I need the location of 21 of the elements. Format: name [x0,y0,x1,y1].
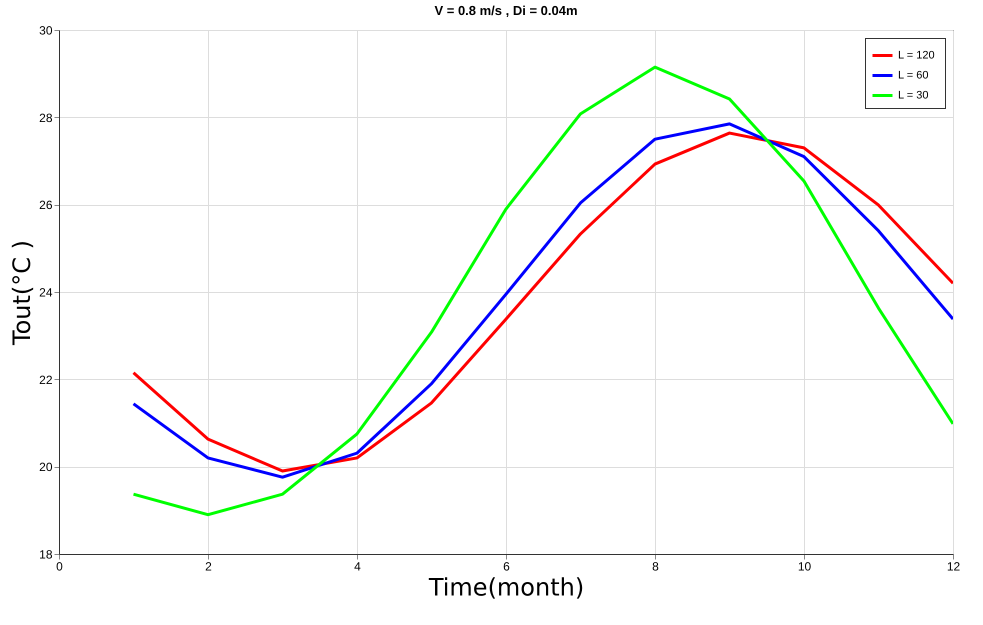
y-tick-label: 18 [39,548,53,562]
y-tick-label: 26 [39,198,53,212]
x-axis-title: Time(month) [428,574,584,602]
x-tick-label: 10 [798,560,812,574]
x-tick-label: 6 [503,560,510,574]
x-tick-label: 0 [56,560,64,574]
y-tick-label: 22 [39,372,53,387]
y-tick-label: 28 [39,110,53,125]
legend-label: L = 30 [898,90,928,102]
line-series [132,66,953,516]
y-tick-label: 30 [39,24,53,38]
x-tick-label: 12 [946,560,960,574]
y-axis-title: Tout(°C ) [8,240,36,346]
y-tick-label: 24 [39,286,53,300]
y-tick-label: 20 [39,460,53,474]
legend-label: L = 120 [898,50,935,62]
x-tick-label: 4 [354,560,362,574]
x-tick-label: 2 [205,560,212,574]
chart-title: V = 0.8 m/s , Di = 0.04m [434,3,578,18]
x-tick-label: 8 [652,560,660,574]
legend-label: L = 60 [898,70,928,82]
